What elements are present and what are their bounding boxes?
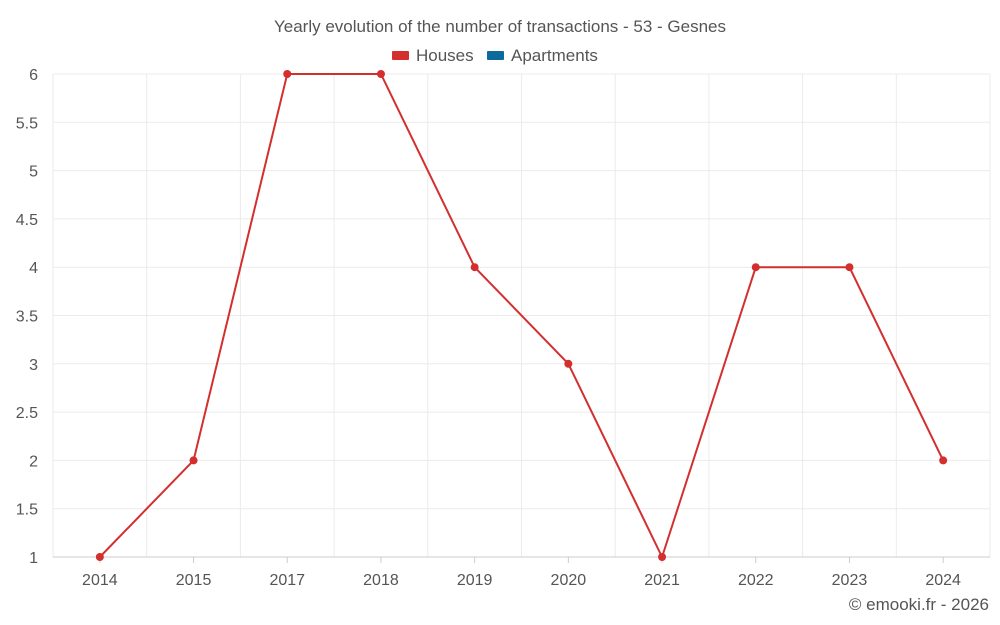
series-points bbox=[95, 70, 948, 561]
legend-label-apartments: Apartments bbox=[511, 46, 598, 65]
series-lines bbox=[99, 73, 945, 558]
x-tick-label: 2018 bbox=[363, 572, 399, 589]
data-point-houses-2017[interactable] bbox=[283, 70, 292, 78]
data-point-houses-2019[interactable] bbox=[470, 263, 479, 272]
y-tick-label: 1 bbox=[29, 550, 38, 567]
x-axis: 2014 2015 2017 2018 2019 2020 2021 2022 2023 2024 bbox=[82, 557, 961, 589]
data-point-houses-2018[interactable] bbox=[376, 70, 385, 78]
y-tick-label: 6 bbox=[29, 67, 38, 84]
x-tick-label: 2020 bbox=[551, 572, 587, 589]
y-tick-label: 5 bbox=[29, 164, 38, 181]
x-tick-label: 2022 bbox=[738, 572, 774, 589]
chart-title: Yearly evolution of the number of transa… bbox=[274, 17, 726, 36]
x-tick-label: 2024 bbox=[925, 572, 961, 589]
y-tick-label: 1.5 bbox=[16, 502, 38, 519]
data-point-houses-2015[interactable] bbox=[189, 456, 198, 465]
x-tick-label: 2021 bbox=[644, 572, 680, 589]
y-axis: 1 1.5 2 2.5 3 3.5 4 4.5 5 5.5 6 bbox=[16, 67, 38, 567]
data-point-houses-2014[interactable] bbox=[95, 553, 104, 561]
y-tick-label: 2 bbox=[29, 453, 38, 470]
legend-swatch-apartments bbox=[487, 51, 504, 60]
legend-label-houses: Houses bbox=[416, 46, 474, 65]
y-tick-label: 5.5 bbox=[16, 115, 38, 132]
data-point-houses-2023[interactable] bbox=[845, 263, 854, 272]
y-tick-label: 2.5 bbox=[16, 405, 38, 422]
series-line-houses bbox=[99, 73, 945, 558]
legend: Houses Apartments bbox=[392, 46, 598, 65]
x-tick-label: 2015 bbox=[176, 572, 212, 589]
x-tick-label: 2014 bbox=[82, 572, 118, 589]
y-tick-label: 4 bbox=[29, 260, 38, 277]
y-tick-label: 3.5 bbox=[16, 309, 38, 326]
legend-item-houses[interactable]: Houses bbox=[392, 46, 474, 65]
y-tick-label: 3 bbox=[29, 357, 38, 374]
data-point-houses-2024[interactable] bbox=[939, 456, 948, 465]
x-tick-label: 2017 bbox=[269, 572, 305, 589]
y-tick-label: 4.5 bbox=[16, 212, 38, 229]
data-point-houses-2020[interactable] bbox=[564, 359, 573, 368]
data-point-houses-2021[interactable] bbox=[658, 553, 667, 561]
x-tick-label: 2019 bbox=[457, 572, 493, 589]
x-tick-label: 2023 bbox=[832, 572, 868, 589]
legend-swatch-houses bbox=[392, 51, 409, 60]
legend-item-apartments[interactable]: Apartments bbox=[487, 46, 598, 65]
data-point-houses-2022[interactable] bbox=[751, 263, 760, 272]
credit-text: © emooki.fr - 2026 bbox=[849, 595, 989, 614]
